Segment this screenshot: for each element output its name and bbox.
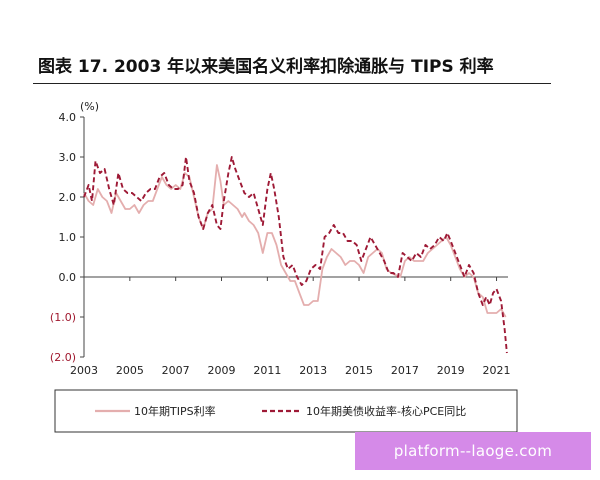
y-axis-unit-label: (%) <box>80 100 99 113</box>
y-tick-label: 4.0 <box>59 111 77 124</box>
x-tick-label: 2019 <box>437 364 465 377</box>
title-divider <box>33 83 551 84</box>
legend-label-real-yield: 10年期美债收益率-核心PCE同比 <box>306 404 466 418</box>
watermark-banner: platform--laoge.com <box>355 432 591 470</box>
chart-title: 图表 17. 2003 年以来美国名义利率扣除通胀与 TIPS 利率 <box>38 57 494 77</box>
x-tick-label: 2009 <box>208 364 236 377</box>
y-axis: 4.0 3.0 2.0 1.0 0.0 (1.0) (2.0) <box>50 111 85 364</box>
legend-box <box>54 389 518 433</box>
y-tick-label: 1.0 <box>59 231 77 244</box>
series-line-1 <box>83 156 508 354</box>
x-tick-label: 2003 <box>70 364 98 377</box>
series-line-0 <box>83 164 507 318</box>
y-tick-label: 0.0 <box>59 271 77 284</box>
y-tick-label: (2.0) <box>50 351 76 364</box>
x-tick-label: 2017 <box>391 364 419 377</box>
x-tick-label: 2007 <box>162 364 190 377</box>
series-layer <box>83 156 508 354</box>
legend: 10年期TIPS利率 10年期美债收益率-核心PCE同比 <box>54 389 518 433</box>
x-tick-label: 2013 <box>299 364 327 377</box>
x-tick-label: 2015 <box>345 364 373 377</box>
x-tick-label: 2005 <box>116 364 144 377</box>
x-axis: 2003 2005 2007 2009 2011 2013 2015 2017 2019 2021 <box>70 276 511 377</box>
x-tick-label: 2011 <box>253 364 281 377</box>
y-tick-label: (1.0) <box>50 311 76 324</box>
legend-label-tips: 10年期TIPS利率 <box>134 404 216 418</box>
x-tick-label: 2021 <box>483 364 511 377</box>
y-tick-label: 2.0 <box>59 191 77 204</box>
y-tick-label: 3.0 <box>59 151 77 164</box>
